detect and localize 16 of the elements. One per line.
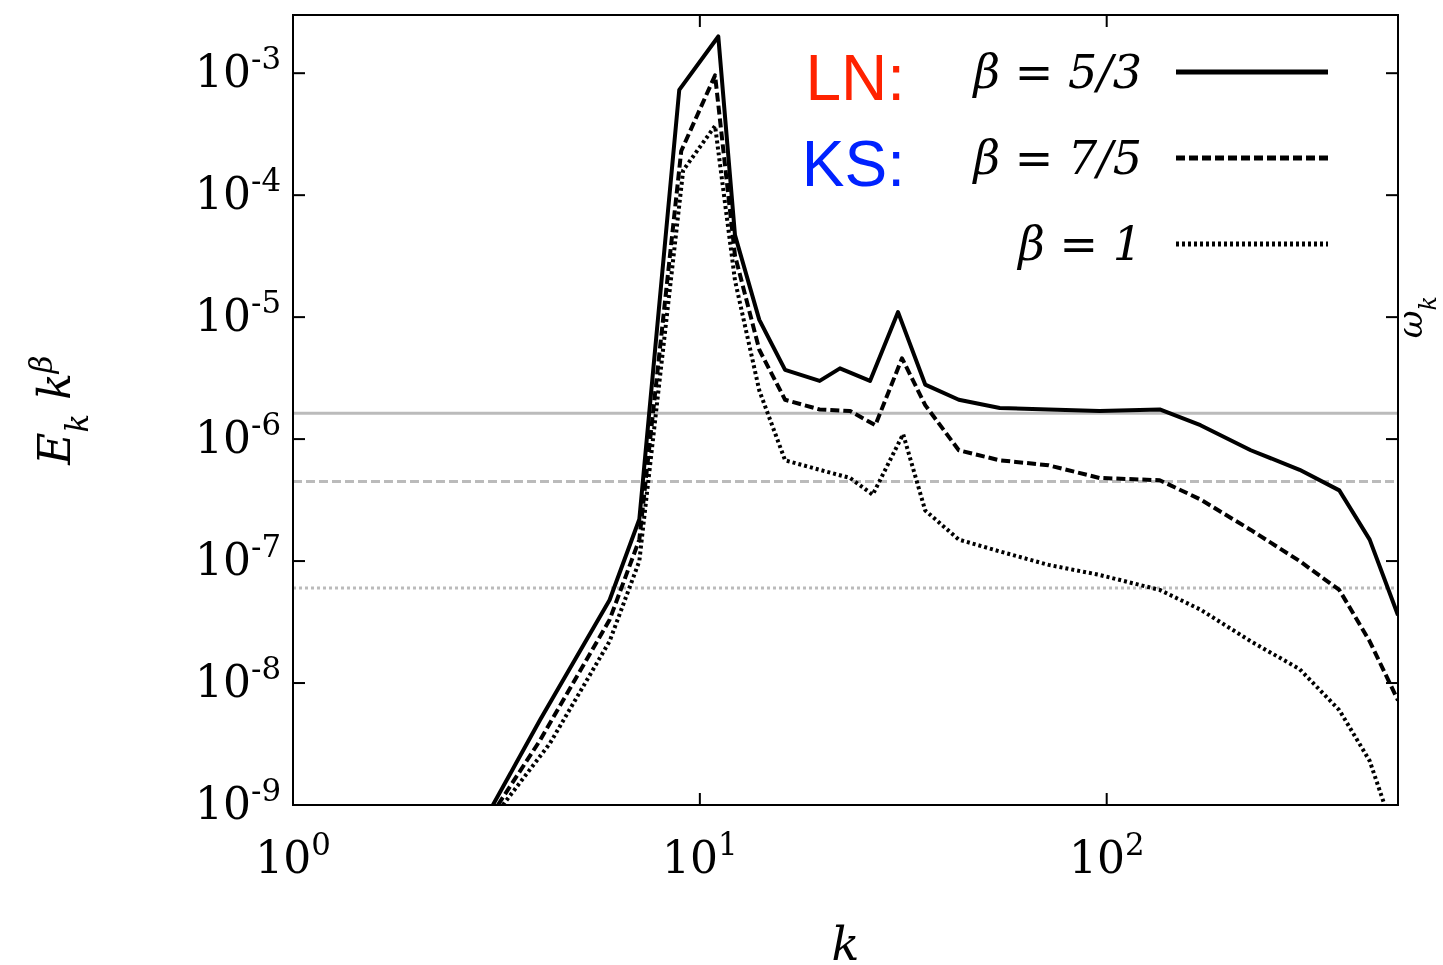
y-tick-label: 10$^{-4}$: [195, 162, 281, 220]
y-tick-label: 10$^{-6}$: [195, 406, 281, 464]
x-axis-title: k: [831, 917, 860, 965]
y-tick-label: 10$^{-8}$: [195, 650, 281, 708]
x-tick-label: 10$^{1}$: [662, 826, 738, 883]
x-tick-label: 10$^{2}$: [1068, 826, 1145, 883]
y-tick-label: 10$^{-3}$: [195, 40, 281, 98]
y-tick-label: 10$^{-5}$: [195, 284, 281, 342]
y-tick-label: 10$^{-9}$: [195, 772, 281, 829]
legend-label: β = 5/3: [971, 45, 1142, 99]
legend-label: β = 1: [1016, 217, 1142, 271]
annotation: KS:: [801, 128, 905, 200]
annotation: LN:: [805, 42, 905, 114]
y-tick-label: 10$^{-7}$: [195, 528, 281, 586]
x-tick-label: 10$^{0}$: [255, 826, 331, 883]
legend-label: β = 7/5: [971, 131, 1142, 185]
